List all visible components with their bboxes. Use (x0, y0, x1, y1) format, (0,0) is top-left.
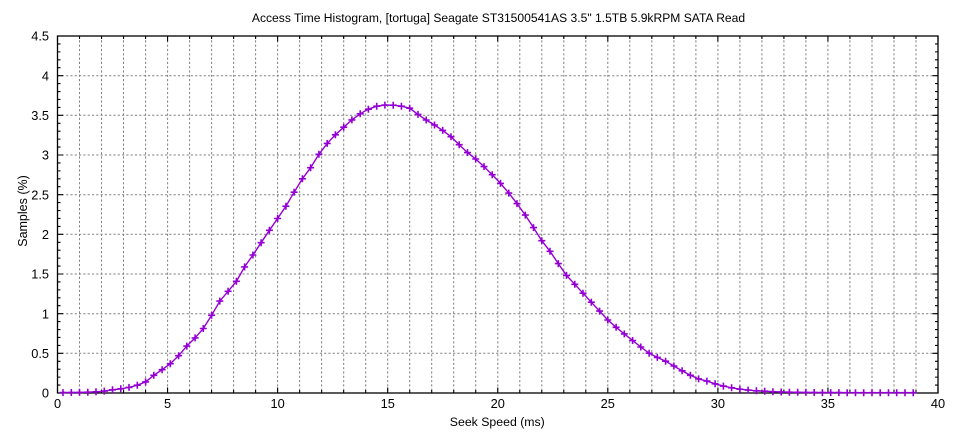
svg-text:0: 0 (42, 386, 49, 401)
svg-text:20: 20 (491, 396, 505, 411)
svg-text:30: 30 (711, 396, 725, 411)
svg-text:0: 0 (54, 396, 61, 411)
svg-text:10: 10 (270, 396, 284, 411)
svg-text:4.5: 4.5 (31, 29, 49, 44)
svg-text:2: 2 (42, 227, 49, 242)
svg-text:Samples (%): Samples (%) (16, 175, 30, 247)
svg-text:1.5: 1.5 (31, 267, 49, 282)
svg-text:3: 3 (42, 148, 49, 163)
svg-text:25: 25 (601, 396, 615, 411)
svg-text:3.5: 3.5 (31, 108, 49, 123)
svg-text:35: 35 (821, 396, 835, 411)
svg-text:15: 15 (381, 396, 395, 411)
svg-text:Seek Speed (ms): Seek Speed (ms) (450, 415, 545, 429)
svg-text:40: 40 (931, 396, 945, 411)
svg-text:Access Time Histogram, [tortug: Access Time Histogram, [tortuga] Seagate… (252, 11, 745, 25)
svg-text:5: 5 (164, 396, 171, 411)
svg-text:2.5: 2.5 (31, 187, 49, 202)
svg-text:0.5: 0.5 (31, 346, 49, 361)
svg-text:4: 4 (42, 68, 49, 83)
svg-text:1: 1 (42, 306, 49, 321)
